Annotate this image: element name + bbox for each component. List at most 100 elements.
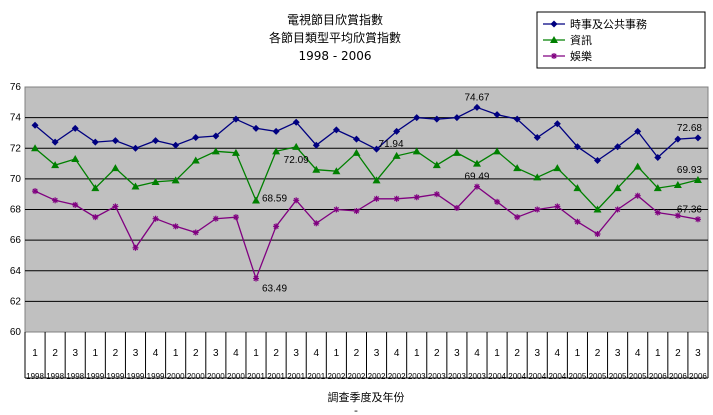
x-tick-quarter: 3 <box>454 348 460 359</box>
data-point <box>534 206 541 213</box>
x-tick-year: 2006 <box>669 372 687 381</box>
data-point <box>493 147 502 155</box>
y-tick-label: 70 <box>10 174 22 185</box>
data-point <box>373 195 380 202</box>
data-point <box>693 175 702 183</box>
data-point <box>52 197 59 204</box>
x-tick-quarter: 3 <box>374 348 380 359</box>
series-0 <box>31 103 702 164</box>
data-point <box>413 194 420 201</box>
data-point <box>312 165 321 173</box>
x-tick-quarter: 1 <box>494 348 500 359</box>
x-tick-year: 2004 <box>528 372 546 381</box>
data-point <box>453 114 461 122</box>
data-point <box>352 135 360 143</box>
data-point <box>71 154 80 162</box>
data-point <box>131 144 139 152</box>
x-tick-quarter: 4 <box>474 348 480 359</box>
data-label: 68.59 <box>262 193 287 204</box>
data-point <box>694 134 702 142</box>
data-point <box>232 115 240 123</box>
x-tick-quarter: 4 <box>635 348 641 359</box>
x-tick-year: 2005 <box>569 372 587 381</box>
data-point <box>91 184 100 192</box>
data-point <box>493 111 501 119</box>
data-point <box>654 153 662 161</box>
data-point <box>192 134 200 142</box>
data-point <box>332 167 341 175</box>
data-point <box>433 191 440 198</box>
x-tick-year: 2004 <box>548 372 566 381</box>
x-tick-quarter: 2 <box>354 348 360 359</box>
x-tick-year: 2000 <box>187 372 205 381</box>
axes: 60 62 64 66 68 70 72 74 76 1 2 3 1 2 3 4 1 2 3 4 1 2 3 4 1 2 3 4 1 2 3… <box>10 82 709 381</box>
x-tick-quarter: 2 <box>273 348 279 359</box>
y-tick-label: 64 <box>10 266 22 277</box>
x-tick-quarter: 1 <box>253 348 259 359</box>
data-point <box>533 134 541 142</box>
legend-label: 資訊 <box>570 33 592 47</box>
legend-label: 時事及公共事務 <box>570 17 647 31</box>
data-point <box>673 181 682 188</box>
x-tick-quarter: 3 <box>72 348 78 359</box>
data-point <box>494 198 501 205</box>
x-tick-quarter: 2 <box>675 348 681 359</box>
y-tick-label: 60 <box>10 327 22 338</box>
data-point <box>634 192 641 199</box>
data-point <box>313 220 320 227</box>
data-point <box>172 141 180 149</box>
x-tick-year: 2002 <box>388 372 406 381</box>
data-point <box>72 201 79 208</box>
x-tick-quarter: 1 <box>93 348 99 359</box>
x-tick-quarter: 1 <box>575 348 581 359</box>
data-point <box>633 162 642 170</box>
x-tick-year: 2001 <box>307 372 325 381</box>
x-tick-year: 1999 <box>127 372 145 381</box>
series-line <box>34 185 699 281</box>
x-tick-year: 1999 <box>86 372 104 381</box>
x-tick-quarter: 1 <box>32 348 38 359</box>
data-point <box>533 173 542 181</box>
data-point <box>132 244 139 251</box>
data-point <box>573 143 581 151</box>
data-point <box>171 176 180 184</box>
data-point <box>91 138 99 146</box>
chart-title-line-3: 1998 - 2006 <box>298 49 371 63</box>
series-line <box>34 146 699 211</box>
data-point <box>131 182 140 190</box>
data-point <box>232 214 239 221</box>
y-tick-label: 72 <box>10 143 22 154</box>
data-point <box>293 197 300 204</box>
x-tick-year: 2004 <box>508 372 526 381</box>
x-tick-quarter: 2 <box>52 348 58 359</box>
data-point <box>292 118 300 126</box>
data-point <box>373 145 381 153</box>
data-point <box>312 141 320 149</box>
legend-entry: 娛樂 <box>543 49 592 63</box>
x-tick-year: 2001 <box>247 372 265 381</box>
x-tick-quarter: 3 <box>133 348 139 359</box>
series-line <box>34 106 699 162</box>
data-point <box>111 164 120 172</box>
data-point <box>593 205 602 213</box>
x-tick-year: 2005 <box>609 372 627 381</box>
data-point <box>212 215 219 222</box>
x-tick-year: 2000 <box>207 372 225 381</box>
data-point <box>472 159 481 167</box>
data-point <box>513 164 522 172</box>
data-point <box>554 203 561 210</box>
x-tick-year: 1999 <box>147 372 165 381</box>
gridlines <box>25 117 708 302</box>
data-point <box>151 177 160 185</box>
data-point <box>573 184 582 192</box>
x-axis-title-dash: - <box>354 404 358 415</box>
data-point <box>71 124 79 132</box>
x-tick-quarter: 4 <box>153 348 159 359</box>
data-point <box>92 214 99 221</box>
data-point <box>31 144 40 152</box>
data-point <box>614 206 621 213</box>
x-tick-quarter: 2 <box>113 348 119 359</box>
data-label: 63.49 <box>262 284 287 295</box>
